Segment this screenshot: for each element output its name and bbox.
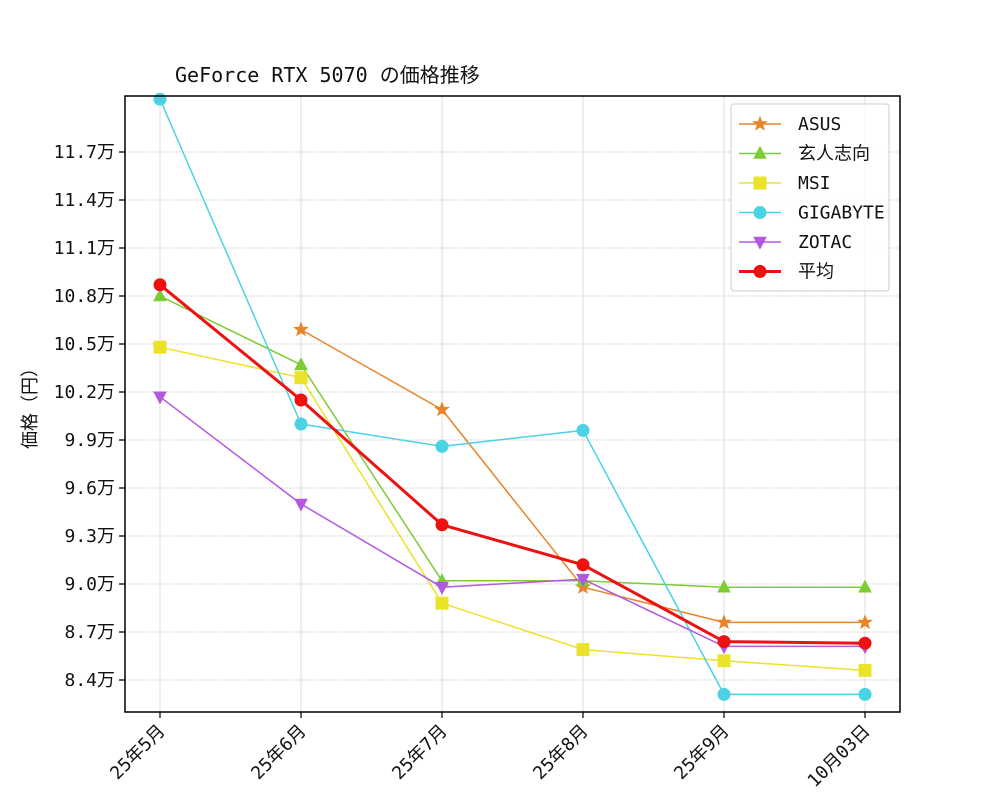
y-tick-label: 9.0万 — [64, 574, 115, 595]
y-tick-label: 9.6万 — [64, 478, 115, 499]
y-tick-label: 11.4万 — [54, 190, 115, 211]
y-tick-label: 11.7万 — [54, 142, 115, 163]
legend-entry: 平均 — [739, 262, 834, 283]
data-point — [153, 278, 167, 292]
y-tick-label: 8.4万 — [64, 670, 115, 691]
data-point — [435, 439, 449, 453]
y-axis-label: 価格（円） — [20, 359, 41, 449]
y-tick-label: 9.3万 — [64, 526, 115, 547]
y-tick-label: 8.7万 — [64, 622, 115, 643]
y-tick-label: 11.1万 — [54, 238, 115, 259]
series-line — [159, 346, 866, 672]
legend-entry: GIGABYTE — [739, 203, 885, 224]
data-point — [294, 498, 308, 512]
legend-entry: 玄人志向 — [739, 144, 870, 165]
series-line — [159, 283, 866, 645]
data-point — [294, 357, 308, 371]
data-point — [434, 401, 450, 417]
data-point — [576, 558, 590, 572]
data-point — [858, 636, 872, 650]
data-point — [294, 371, 308, 385]
data-point — [435, 596, 449, 610]
data-point — [716, 614, 732, 630]
data-point — [293, 321, 309, 337]
data-point — [153, 391, 167, 405]
legend-box — [730, 103, 890, 292]
data-point — [294, 393, 308, 407]
data-point — [858, 579, 872, 593]
legend-label: 玄人志向 — [798, 144, 870, 165]
data-point — [717, 654, 731, 668]
data-point — [435, 581, 449, 595]
y-tick-label: 9.9万 — [64, 430, 115, 451]
data-point — [858, 663, 872, 677]
series-line — [159, 295, 865, 588]
legend-label: GIGABYTE — [798, 203, 885, 224]
legend-marker — [753, 176, 767, 190]
plot-area-frame — [124, 95, 901, 713]
data-point — [153, 288, 167, 302]
legend-label: 平均 — [798, 262, 834, 283]
y-tick-label: 10.5万 — [54, 334, 115, 355]
data-point — [153, 92, 167, 106]
data-point — [435, 518, 449, 532]
data-point — [857, 614, 873, 630]
legend-label: ASUS — [798, 114, 841, 135]
series-group — [153, 92, 873, 701]
series-2 — [153, 340, 872, 677]
legend: ASUS 玄人志向 MSI GIGABYTE ZOTAC 平均 — [730, 103, 890, 292]
legend-marker — [752, 115, 768, 131]
legend-marker — [753, 265, 767, 278]
data-point — [576, 643, 590, 657]
data-point — [858, 687, 872, 701]
legend-marker — [753, 145, 767, 159]
series-3 — [153, 92, 872, 701]
legend-marker — [753, 206, 767, 219]
data-point — [576, 573, 590, 587]
legend-label: MSI — [798, 173, 831, 194]
legend-entry: ASUS — [739, 114, 841, 135]
y-tick-label: 10.8万 — [54, 286, 115, 307]
series-line — [159, 98, 865, 696]
y-tick-label: 10.2万 — [54, 382, 115, 403]
series-5 — [153, 278, 872, 650]
chart-title: GeForce RTX 5070 の価格推移 — [175, 63, 480, 87]
legend-marker — [753, 236, 767, 250]
data-point — [717, 635, 731, 649]
data-point — [153, 340, 167, 354]
series-line — [159, 396, 865, 648]
series-1 — [153, 288, 872, 593]
grid-lines — [125, 96, 900, 712]
data-point — [717, 687, 731, 701]
legend-label: ZOTAC — [798, 232, 852, 253]
data-point — [717, 579, 731, 593]
data-point — [576, 423, 590, 437]
legend-entry: ZOTAC — [739, 232, 852, 253]
legend-entry: MSI — [739, 173, 831, 194]
data-point — [294, 417, 308, 431]
